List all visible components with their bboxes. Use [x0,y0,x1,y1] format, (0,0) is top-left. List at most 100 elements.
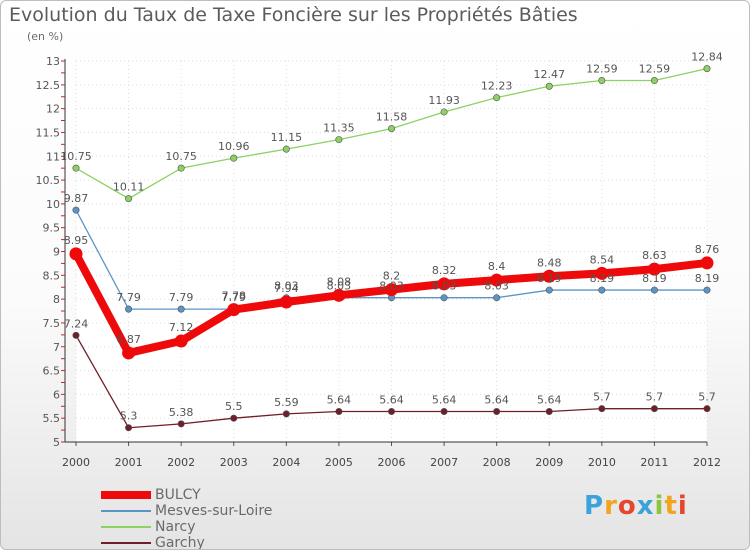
data-point [440,108,448,116]
data-point [493,94,501,102]
unit-label: (en %) [27,30,64,43]
data-point [387,125,395,133]
data-point [650,77,658,85]
legend-swatch [101,510,151,512]
x-tick-label: 2000 [62,456,90,469]
data-point [545,82,553,90]
data-label: 7.12 [169,321,194,334]
data-point [122,346,136,360]
data-point [174,334,188,348]
logo-letter: t [664,491,678,521]
data-label: 7.79 [169,291,194,304]
legend-label: BULCY [155,487,201,503]
data-label: 8.03 [274,280,299,293]
data-label: 10.96 [218,140,250,153]
y-tick-label: 10 [46,198,60,211]
data-label: 7.94 [274,282,299,295]
data-point [650,286,658,294]
data-point [542,269,556,283]
y-tick-label: 8 [53,293,60,306]
data-label: 8.32 [432,264,457,277]
data-label: 8.03 [432,280,457,293]
data-label: 5.59 [274,396,299,409]
data-point [230,414,238,422]
x-tick-label: 2011 [640,456,668,469]
data-point [125,305,133,313]
x-tick-label: 2009 [535,456,563,469]
data-label: 5.7 [593,391,611,404]
data-point [282,410,290,418]
data-point [230,154,238,162]
data-point [227,303,241,317]
y-tick-label: 5.5 [43,412,61,425]
data-point [177,305,185,313]
chart-title: Evolution du Taux de Taxe Foncière sur l… [9,4,578,26]
data-label: 8.54 [590,253,615,266]
data-point [335,408,343,416]
data-point [177,164,185,172]
data-point [72,164,80,172]
x-tick-label: 2003 [220,456,248,469]
x-tick-label: 2008 [483,456,511,469]
logo-letter: o [617,491,637,521]
data-label: 8.76 [695,243,720,256]
data-label: 6.87 [116,333,141,346]
data-label: 5.64 [537,394,562,407]
data-point [279,295,293,309]
data-label: 8.48 [537,256,562,269]
data-point [703,286,711,294]
data-label: 11.35 [323,122,355,135]
data-point [335,136,343,144]
y-tick-label: 11.5 [36,126,61,139]
y-tick-label: 13 [46,55,60,68]
x-tick-label: 2012 [693,456,721,469]
logo-letter: x [636,491,655,521]
data-label: 12.47 [534,68,566,81]
data-label: 5.5 [225,400,243,413]
data-label: 8.4 [488,260,506,273]
data-label: 5.64 [379,394,404,407]
y-tick-label: 6 [53,388,60,401]
logo-letter: i [654,491,665,521]
data-point [440,294,448,302]
legend-label: Narcy [155,519,196,535]
y-tick-label: 12 [46,103,60,116]
data-point [598,77,606,85]
data-point [650,405,658,413]
x-tick-label: 2006 [378,456,406,469]
logo-letter: i [677,491,688,521]
y-tick-label: 7.5 [43,317,61,330]
y-tick-label: 12.5 [36,79,61,92]
data-point [545,286,553,294]
data-point [493,294,501,302]
data-label: 5.38 [169,406,194,419]
legend-item: Garchy [101,535,272,549]
data-label: 8.63 [642,249,667,262]
legend-swatch [101,542,151,544]
data-point [647,262,661,276]
data-point [72,331,80,339]
data-point [72,206,80,214]
data-label: 10.11 [113,181,145,194]
data-point [125,195,133,203]
plot-area [76,61,707,442]
legend: BULCY Mesves-sur-Loire Narcy Garchy [101,487,272,549]
x-tick-label: 2001 [115,456,143,469]
series-bulcy [69,247,714,360]
data-point [440,408,448,416]
data-point [598,286,606,294]
data-label: 5.64 [327,394,352,407]
legend-item: Narcy [101,519,272,535]
data-label: 8.19 [642,272,667,285]
data-label: 8.03 [379,280,404,293]
data-label: 8.03 [484,280,509,293]
y-tick-label: 8.5 [43,269,61,282]
data-label: 11.15 [271,131,303,144]
series-narcy [72,65,711,203]
data-label: 12.59 [639,63,671,76]
data-label: 8.19 [537,272,562,285]
data-point [595,266,609,280]
data-label: 5.64 [432,394,457,407]
